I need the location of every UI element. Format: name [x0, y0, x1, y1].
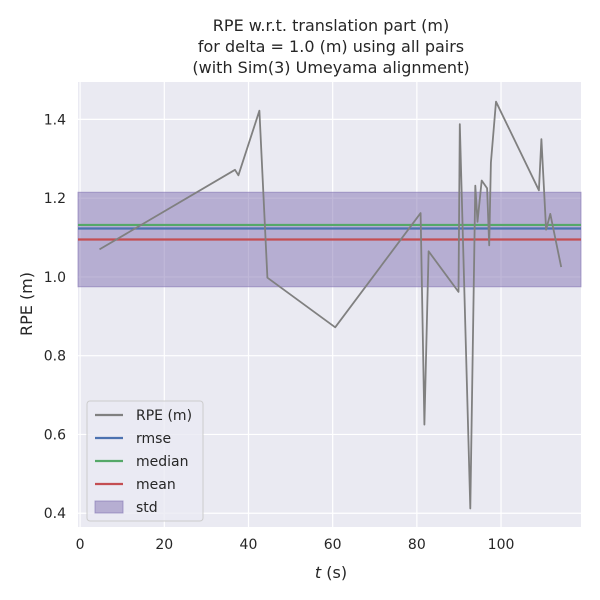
legend-label: RPE (m) — [136, 408, 192, 424]
legend-label: std — [136, 500, 158, 516]
legend-swatch — [94, 500, 124, 514]
y-tick-label: 1.2 — [44, 191, 66, 207]
y-axis-label: RPE (m) — [17, 272, 36, 336]
chart-title-line-1: RPE w.r.t. translation part (m) — [213, 16, 449, 35]
y-tick-label: 0.6 — [44, 427, 66, 443]
legend-label: rmse — [136, 431, 171, 447]
chart-title: RPE w.r.t. translation part (m) for delt… — [192, 16, 469, 77]
legend-frame — [86, 400, 204, 522]
legend-label: median — [136, 454, 188, 470]
x-axis-label-unit: (s) — [321, 563, 347, 582]
x-tick-label: 100 — [488, 537, 515, 553]
y-tick-label: 0.4 — [44, 506, 66, 522]
x-tick-label: 20 — [155, 537, 173, 553]
x-axis-label: t (s) — [315, 563, 347, 582]
y-tick-label: 1.4 — [44, 112, 66, 128]
rpe-series-line — [99, 100, 563, 510]
plot-content — [77, 100, 582, 510]
x-tick-label: 40 — [240, 537, 258, 553]
y-tick-label: 0.8 — [44, 349, 66, 365]
chart-title-line-3: (with Sim(3) Umeyama alignment) — [192, 58, 469, 77]
x-axis-ticks: 0 20 40 60 80 100 — [76, 537, 515, 553]
y-axis-ticks: 0.4 0.6 0.8 1.0 1.2 1.4 — [44, 112, 66, 522]
x-tick-label: 80 — [408, 537, 426, 553]
legend-label: mean — [136, 477, 176, 493]
chart-title-line-2: for delta = 1.0 (m) using all pairs — [198, 37, 464, 56]
y-tick-label: 1.0 — [44, 270, 66, 286]
x-tick-label: 0 — [76, 537, 85, 553]
x-axis-label-symbol: t — [315, 563, 322, 582]
x-tick-label: 60 — [324, 537, 342, 553]
legend: RPE (m) rmse median mean std — [86, 400, 204, 522]
